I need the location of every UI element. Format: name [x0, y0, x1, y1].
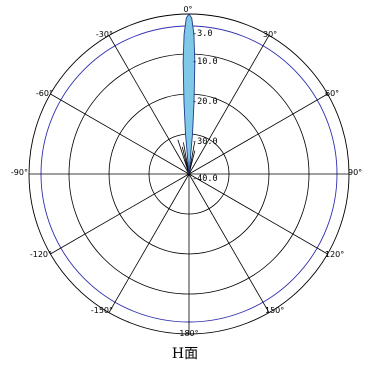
angle-label: -60° [36, 89, 53, 98]
grid-spoke [189, 174, 269, 313]
grid-spoke [50, 174, 189, 254]
angle-label: -90° [11, 168, 28, 177]
angle-label: 30° [263, 30, 277, 39]
angle-label: -30° [96, 30, 113, 39]
grid-spoke [189, 174, 328, 254]
angle-label: 180° [179, 329, 198, 338]
grid-spoke [109, 174, 189, 313]
angle-label: 150° [265, 306, 284, 315]
chart-caption: H面 [172, 346, 198, 362]
angle-label: 0° [183, 5, 192, 14]
angle-label: 60° [325, 89, 339, 98]
radial-label: -10.0 [192, 57, 218, 67]
angle-label: -150° [91, 306, 113, 315]
grid-spoke [50, 94, 189, 174]
radial-label: -40.0 [192, 174, 218, 184]
radial-label: -20.0 [192, 97, 218, 107]
grid-spoke [109, 35, 189, 174]
angle-label: -120° [30, 250, 52, 259]
angle-label: 90° [348, 168, 362, 177]
radial-label: -30.0 [192, 137, 218, 147]
radial-label: -3.0 [192, 29, 212, 39]
angle-label: 120° [325, 250, 344, 259]
